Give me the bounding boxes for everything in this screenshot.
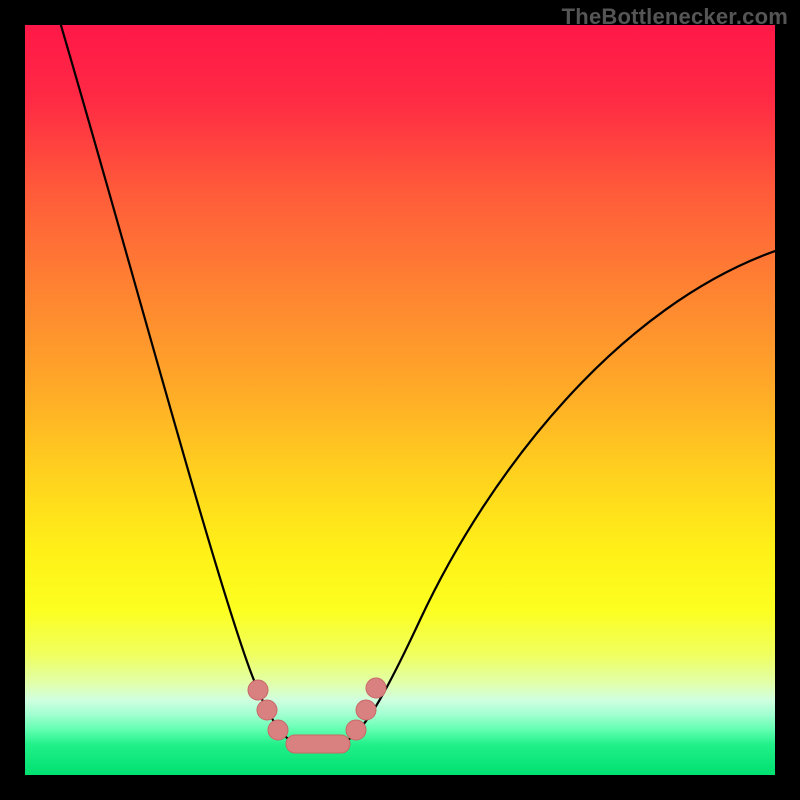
watermark-text: TheBottlenecker.com	[562, 4, 788, 30]
chart-container: TheBottlenecker.com	[0, 0, 800, 800]
marker-dot	[356, 700, 376, 720]
marker-dot	[248, 680, 268, 700]
marker-dot	[366, 678, 386, 698]
marker-dot	[268, 720, 288, 740]
marker-pill	[286, 735, 350, 753]
marker-dot	[346, 720, 366, 740]
marker-dot	[257, 700, 277, 720]
bottleneck-chart	[0, 0, 800, 800]
